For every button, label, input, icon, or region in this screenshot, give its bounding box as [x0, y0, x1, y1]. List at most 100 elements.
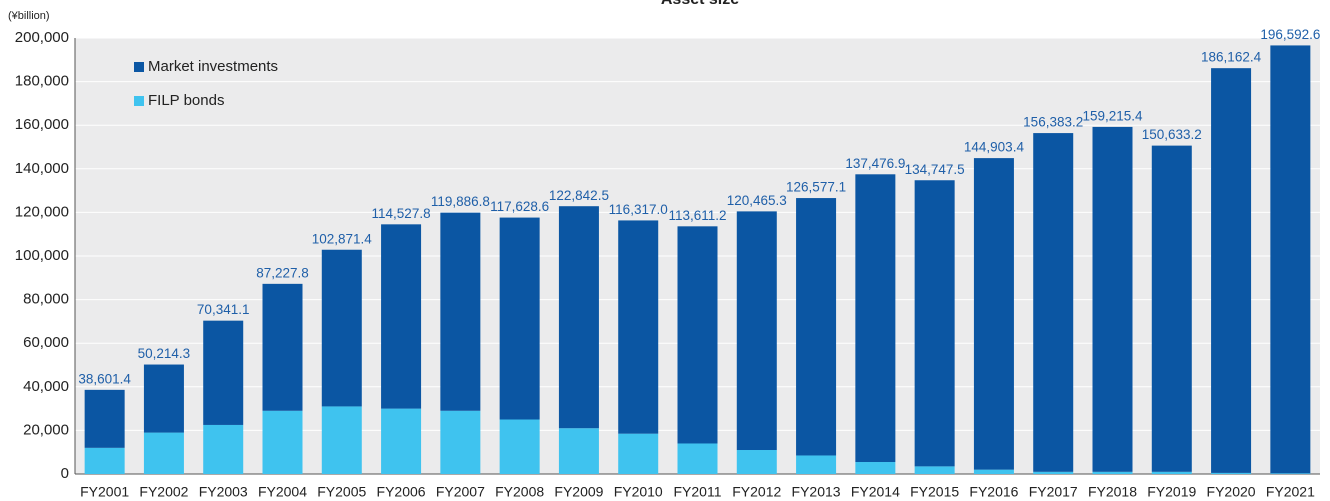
bar-segment — [914, 466, 955, 474]
bar-segment — [143, 364, 184, 433]
x-tick-label: FY2003 — [199, 484, 248, 500]
bar-segment — [558, 206, 599, 429]
x-tick-label: FY2017 — [1029, 484, 1078, 500]
x-tick-label: FY2007 — [436, 484, 485, 500]
total-label: 126,577.1 — [786, 180, 846, 195]
total-label: 117,628.6 — [490, 199, 549, 214]
bar-segment — [143, 432, 184, 474]
total-label: 144,903.4 — [964, 140, 1025, 155]
x-tick-label: FY2016 — [969, 484, 1018, 500]
bar-segment — [796, 455, 837, 474]
bar-segment — [736, 450, 777, 474]
bar-segment — [1151, 145, 1192, 472]
total-label: 196,592.6 — [1260, 27, 1320, 42]
bar-segment — [440, 212, 481, 411]
bar-segment — [381, 224, 422, 409]
y-tick-label: 200,000 — [15, 29, 69, 46]
total-label: 38,601.4 — [78, 371, 131, 386]
x-tick-label: FY2002 — [139, 484, 188, 500]
x-tick-label: FY2013 — [792, 484, 841, 500]
total-label: 102,871.4 — [312, 231, 373, 246]
legend-swatch — [134, 62, 144, 72]
bar-segment — [262, 283, 303, 411]
legend-label: FILP bonds — [148, 92, 224, 109]
total-label: 134,747.5 — [905, 162, 965, 177]
y-tick-label: 20,000 — [23, 421, 69, 438]
bar-segment — [440, 410, 481, 474]
bar-segment — [203, 424, 244, 474]
x-tick-label: FY2004 — [258, 484, 307, 500]
bar-segment — [1033, 471, 1074, 474]
y-tick-label: 60,000 — [23, 334, 69, 351]
bar-segment — [1211, 472, 1252, 474]
bar-segment — [736, 211, 777, 451]
total-label: 159,215.4 — [1082, 108, 1143, 123]
y-tick-label: 0 — [61, 465, 69, 482]
bar-segment — [618, 220, 659, 434]
total-label: 119,886.8 — [431, 194, 490, 209]
bar-segment — [1092, 126, 1133, 472]
total-label: 186,162.4 — [1201, 50, 1262, 65]
bar-segment — [84, 447, 125, 474]
bar-segment — [499, 217, 540, 420]
bar-segment — [321, 249, 362, 407]
bar-segment — [973, 158, 1014, 470]
bar-segment — [677, 226, 718, 444]
x-tick-label: FY2020 — [1207, 484, 1256, 500]
total-label: 116,317.0 — [609, 202, 668, 217]
total-label: 150,633.2 — [1142, 127, 1202, 142]
bar-segment — [84, 389, 125, 448]
bar-segment — [1033, 133, 1074, 472]
x-tick-label: FY2021 — [1266, 484, 1315, 500]
bar-segment — [796, 198, 837, 456]
x-tick-label: FY2008 — [495, 484, 544, 500]
bar-segment — [855, 462, 896, 474]
y-tick-label: 120,000 — [15, 203, 69, 220]
legend-swatch — [134, 96, 144, 106]
bar-segment — [381, 408, 422, 474]
x-tick-label: FY2019 — [1147, 484, 1196, 500]
bar-segment — [321, 406, 362, 474]
bar-segment — [973, 469, 1014, 474]
x-tick-label: FY2010 — [614, 484, 663, 500]
total-label: 156,383.2 — [1023, 115, 1083, 130]
x-tick-label: FY2012 — [732, 484, 781, 500]
y-tick-label: 100,000 — [15, 247, 69, 264]
y-tick-label: 180,000 — [15, 73, 69, 90]
x-tick-label: FY2006 — [377, 484, 426, 500]
y-tick-label: 160,000 — [15, 116, 69, 133]
legend-label: Market investments — [148, 58, 278, 75]
x-tick-label: FY2015 — [910, 484, 959, 500]
bar-segment — [262, 410, 303, 474]
bar-segment — [677, 443, 718, 474]
total-label: 114,527.8 — [372, 206, 431, 221]
y-unit: (¥billion) — [8, 10, 50, 22]
y-tick-label: 80,000 — [23, 291, 69, 308]
bar-segment — [855, 174, 896, 463]
bar-segment — [558, 428, 599, 474]
bar-segment — [499, 419, 540, 474]
bar-segment — [1270, 45, 1311, 474]
x-tick-label: FY2018 — [1088, 484, 1137, 500]
bar-segment — [618, 433, 659, 474]
total-label: 87,227.8 — [256, 265, 309, 280]
total-label: 122,842.5 — [549, 188, 609, 203]
x-tick-label: FY2009 — [554, 484, 603, 500]
x-tick-label: FY2011 — [674, 484, 722, 500]
bar-segment — [914, 180, 955, 467]
x-tick-label: FY2001 — [80, 484, 129, 500]
total-label: 137,476.9 — [845, 156, 905, 171]
total-label: 120,465.3 — [727, 193, 787, 208]
total-label: 50,214.3 — [138, 346, 191, 361]
total-label: 70,341.1 — [197, 302, 250, 317]
y-tick-label: 140,000 — [15, 160, 69, 177]
bar-segment — [1211, 68, 1252, 473]
y-tick-label: 40,000 — [23, 378, 69, 395]
chart-title: Asset size — [661, 0, 739, 8]
x-tick-label: FY2014 — [851, 484, 900, 500]
x-tick-label: FY2005 — [317, 484, 366, 500]
bar-segment — [1270, 473, 1311, 474]
bar-segment — [1151, 471, 1192, 474]
bar-segment — [203, 320, 244, 425]
